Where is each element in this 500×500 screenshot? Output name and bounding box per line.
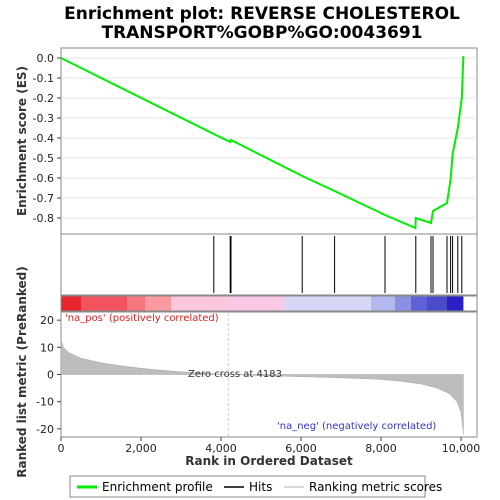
colorbar-segment bbox=[61, 296, 81, 311]
colorbar-frame bbox=[60, 295, 478, 312]
colorbar-segment bbox=[127, 296, 145, 311]
x-axis-ticks: 0 2,000 4,000 6,000 8,000 10,000 bbox=[58, 437, 481, 455]
es-gridlines bbox=[61, 57, 477, 219]
legend-frame bbox=[69, 475, 426, 498]
ranking-y-tick-label: -10 bbox=[36, 396, 54, 409]
chart-title-line-2: TRANSPORT%GOBP%GO:0043691 bbox=[101, 23, 422, 43]
x-tick-label: 10,000 bbox=[442, 442, 481, 455]
es-y-axis-label: Enrichment score (ES) bbox=[15, 66, 29, 216]
colorbar-segment bbox=[447, 296, 464, 311]
es-y-tick-label: -0.1 bbox=[33, 72, 54, 85]
zero-cross-label: Zero cross at 4183 bbox=[188, 369, 282, 380]
x-axis-label: Rank in Ordered Dataset bbox=[185, 454, 353, 468]
colorbar-segment bbox=[145, 296, 171, 311]
colorbar-segment bbox=[371, 296, 395, 311]
x-tick-label: 8,000 bbox=[365, 442, 397, 455]
x-tick-label: 0 bbox=[58, 442, 65, 455]
enrichment-profile-line bbox=[60, 55, 465, 230]
x-tick-label: 4,000 bbox=[205, 442, 237, 455]
colorbar-segment bbox=[81, 296, 127, 311]
ranking-y-ticks: 20 10 0 -10 -20 bbox=[36, 314, 61, 436]
legend-entry-ranking: Ranking metric scores bbox=[309, 480, 442, 494]
ranking-metric-area bbox=[60, 339, 464, 435]
ranking-y-axis-label: Ranked list metric (PreRanked) bbox=[15, 266, 29, 478]
ranking-colorbar bbox=[60, 295, 478, 312]
pos-correlated-label: 'na_pos' (positively correlated) bbox=[65, 313, 219, 324]
colorbar-segment bbox=[395, 296, 411, 311]
hits-marks bbox=[213, 236, 463, 293]
es-y-tick-label: 0.0 bbox=[37, 52, 55, 65]
ranking-y-tick-label: 20 bbox=[40, 314, 54, 327]
es-y-tick-label: -0.7 bbox=[33, 192, 54, 205]
colorbar-segment bbox=[229, 296, 283, 311]
legend-entry-enrichment: Enrichment profile bbox=[102, 480, 213, 494]
x-tick-label: 6,000 bbox=[285, 442, 317, 455]
colorbar-segment bbox=[427, 296, 447, 311]
hits-panel-frame bbox=[60, 233, 478, 296]
es-y-tick-label: -0.5 bbox=[33, 152, 54, 165]
es-panel-frame bbox=[60, 47, 478, 235]
ranking-y-tick-label: 10 bbox=[40, 341, 54, 354]
legend-entry-hits: Hits bbox=[249, 480, 272, 494]
x-tick-label: 2,000 bbox=[125, 442, 157, 455]
es-y-tick-label: -0.2 bbox=[33, 92, 54, 105]
es-y-tick-label: -0.4 bbox=[33, 132, 54, 145]
chart-title-line-1: Enrichment plot: REVERSE CHOLESTEROL bbox=[64, 4, 460, 24]
es-y-ticks: 0.0 -0.1 -0.2 -0.3 -0.4 -0.5 -0.6 -0.7 -0.8 bbox=[33, 52, 61, 225]
neg-correlated-label: 'na_neg' (negatively correlated) bbox=[277, 421, 436, 432]
colorbar-segment bbox=[283, 296, 371, 311]
es-y-tick-label: -0.3 bbox=[33, 112, 54, 125]
es-y-tick-label: -0.6 bbox=[33, 172, 54, 185]
ranking-y-tick-label: -20 bbox=[36, 423, 54, 436]
es-y-tick-label: -0.8 bbox=[33, 212, 54, 225]
colorbar-segment bbox=[411, 296, 427, 311]
colorbar-segment bbox=[171, 296, 229, 311]
ranking-y-tick-label: 0 bbox=[47, 369, 54, 382]
legend: Enrichment profile Hits Ranking metric s… bbox=[69, 475, 442, 498]
